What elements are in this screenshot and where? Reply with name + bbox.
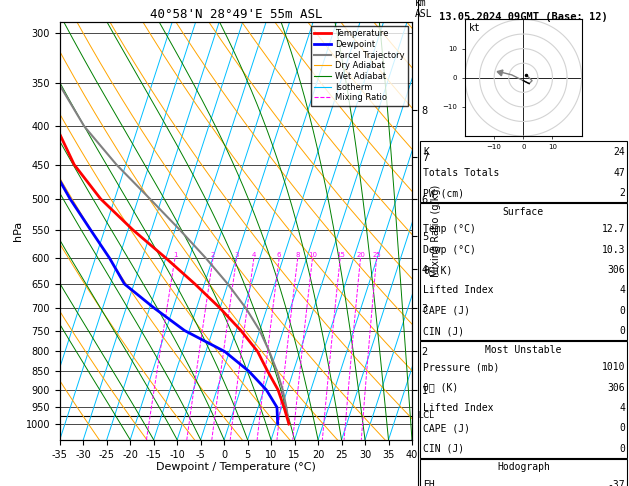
Text: 15: 15 xyxy=(336,252,345,258)
Text: -37: -37 xyxy=(608,480,625,486)
Text: Dewp (°C): Dewp (°C) xyxy=(423,244,476,255)
Text: CAPE (J): CAPE (J) xyxy=(423,423,470,434)
Text: PW (cm): PW (cm) xyxy=(423,188,464,198)
Text: 12.7: 12.7 xyxy=(602,224,625,234)
Text: Surface: Surface xyxy=(503,207,544,217)
Text: Temp (°C): Temp (°C) xyxy=(423,224,476,234)
Text: Pressure (mb): Pressure (mb) xyxy=(423,362,499,372)
Text: 4: 4 xyxy=(620,403,625,413)
Text: K: K xyxy=(423,147,429,157)
Text: 2: 2 xyxy=(620,188,625,198)
Text: 0: 0 xyxy=(620,423,625,434)
Text: θᴇ(K): θᴇ(K) xyxy=(423,265,453,275)
Text: Totals Totals: Totals Totals xyxy=(423,168,499,178)
Text: kt: kt xyxy=(469,23,481,33)
Text: 25: 25 xyxy=(372,252,381,258)
Text: 8: 8 xyxy=(296,252,300,258)
Text: 306: 306 xyxy=(608,265,625,275)
Text: 1: 1 xyxy=(173,252,177,258)
Text: 3: 3 xyxy=(235,252,239,258)
Text: 1010: 1010 xyxy=(602,362,625,372)
Legend: Temperature, Dewpoint, Parcel Trajectory, Dry Adiabat, Wet Adiabat, Isotherm, Mi: Temperature, Dewpoint, Parcel Trajectory… xyxy=(311,26,408,105)
X-axis label: Dewpoint / Temperature (°C): Dewpoint / Temperature (°C) xyxy=(156,462,316,472)
Text: 10.3: 10.3 xyxy=(602,244,625,255)
Text: Lifted Index: Lifted Index xyxy=(423,403,494,413)
Text: EH: EH xyxy=(423,480,435,486)
Y-axis label: hPa: hPa xyxy=(13,221,23,241)
Text: CAPE (J): CAPE (J) xyxy=(423,306,470,316)
Text: CIN (J): CIN (J) xyxy=(423,444,464,454)
Text: Hodograph: Hodograph xyxy=(497,463,550,472)
Title: 40°58'N 28°49'E 55m ASL: 40°58'N 28°49'E 55m ASL xyxy=(150,8,322,21)
Y-axis label: Mixing Ratio (g/kg): Mixing Ratio (g/kg) xyxy=(431,185,441,277)
Text: 306: 306 xyxy=(608,382,625,393)
Text: km
ASL: km ASL xyxy=(415,0,433,19)
Text: Most Unstable: Most Unstable xyxy=(485,345,562,355)
Text: 0: 0 xyxy=(620,306,625,316)
Text: 0: 0 xyxy=(620,326,625,336)
Text: 20: 20 xyxy=(356,252,365,258)
Text: 24: 24 xyxy=(613,147,625,157)
Text: LCL: LCL xyxy=(416,411,433,420)
Text: 0: 0 xyxy=(620,444,625,454)
Text: 6: 6 xyxy=(277,252,281,258)
Text: 10: 10 xyxy=(308,252,317,258)
Text: CIN (J): CIN (J) xyxy=(423,326,464,336)
Text: 13.05.2024 09GMT (Base: 12): 13.05.2024 09GMT (Base: 12) xyxy=(439,12,608,22)
Text: Lifted Index: Lifted Index xyxy=(423,285,494,295)
Text: 4: 4 xyxy=(252,252,256,258)
Text: 2: 2 xyxy=(211,252,215,258)
Text: 47: 47 xyxy=(613,168,625,178)
Text: θᴇ (K): θᴇ (K) xyxy=(423,382,459,393)
Text: 4: 4 xyxy=(620,285,625,295)
